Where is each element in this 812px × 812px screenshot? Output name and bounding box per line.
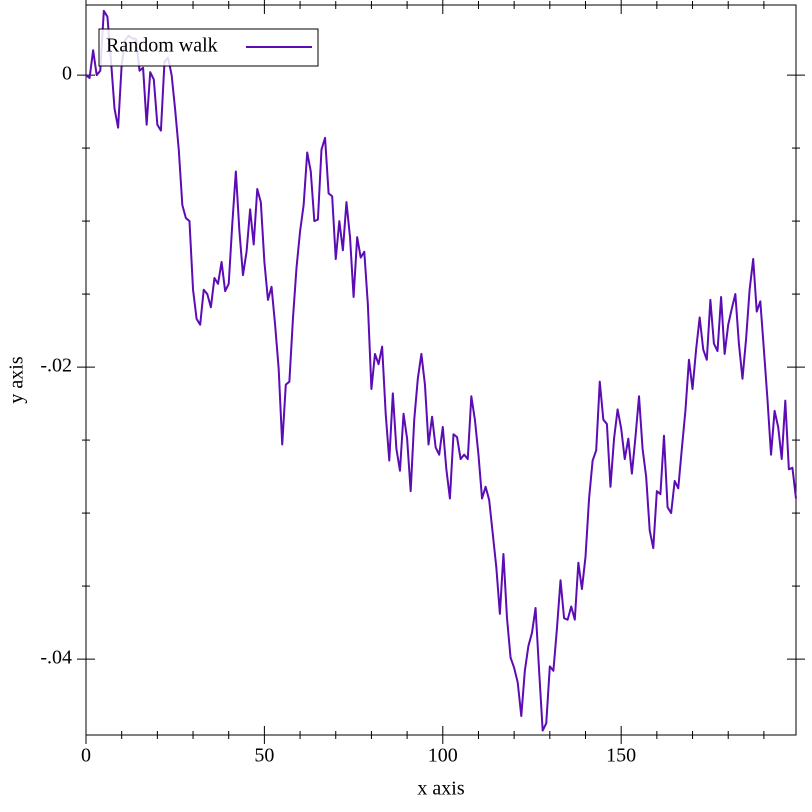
x-axis-label: x axis bbox=[417, 778, 464, 800]
y-axis-label: y axis bbox=[6, 356, 28, 403]
line-series bbox=[85, 9, 797, 732]
x-tick-label: 50 bbox=[254, 745, 274, 767]
y-tick-label: -.02 bbox=[40, 355, 72, 377]
x-tick-label: 150 bbox=[606, 745, 636, 767]
y-tick-label: -.04 bbox=[40, 647, 72, 669]
x-tick-label: 0 bbox=[81, 745, 91, 767]
x-tick-label: 100 bbox=[428, 745, 458, 767]
plot-frame bbox=[85, 4, 797, 736]
legend-label: Random walk bbox=[106, 35, 218, 57]
y-tick-label: 0 bbox=[62, 63, 72, 85]
